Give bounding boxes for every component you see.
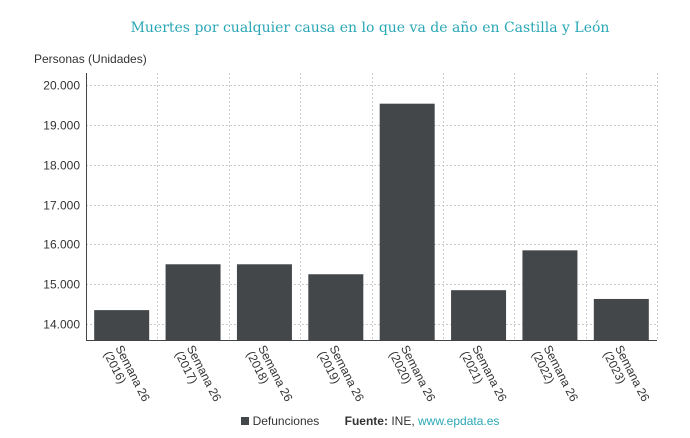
legend-swatch-icon	[240, 417, 249, 425]
source-text: INE,	[391, 414, 415, 428]
bar	[593, 298, 649, 340]
y-axis-label: Personas (Unidades)	[34, 52, 147, 66]
y-tick-label: 15.000	[43, 278, 80, 292]
bar	[451, 290, 507, 340]
chart-footer: Defunciones Fuente: INE, www.epdata.es	[0, 414, 690, 428]
bar	[165, 264, 221, 340]
source-label: Fuente:	[344, 414, 388, 428]
y-tick-label: 18.000	[43, 159, 80, 173]
y-tick-label: 19.000	[43, 119, 80, 133]
legend-item-defunciones: Defunciones	[240, 414, 320, 428]
y-tick-label: 17.000	[43, 199, 80, 213]
x-tick-label: Semana 26(2022)	[529, 343, 581, 404]
y-tick-label: 14.000	[43, 318, 80, 332]
legend-label: Defunciones	[252, 414, 320, 428]
x-tick-label: Semana 26(2021)	[458, 343, 510, 404]
x-tick-label: Semana 26(2016)	[101, 343, 153, 404]
source-link[interactable]: www.epdata.es	[418, 414, 500, 428]
bar	[94, 310, 150, 340]
x-tick-label: Semana 26(2018)	[244, 343, 296, 404]
chart-title: Muertes por cualquier causa en lo que va…	[130, 20, 610, 36]
bar	[379, 103, 435, 340]
y-tick-label: 16.000	[43, 238, 80, 252]
x-tick-label: Semana 26(2023)	[600, 343, 652, 404]
x-tick-label: Semana 26(2020)	[386, 343, 438, 404]
bar	[308, 274, 364, 340]
bar	[236, 264, 292, 340]
x-tick-label: Semana 26(2019)	[315, 343, 367, 404]
x-tick-label: Semana 26(2017)	[172, 343, 224, 404]
y-tick-label: 20.000	[43, 79, 80, 93]
bar	[522, 250, 578, 340]
